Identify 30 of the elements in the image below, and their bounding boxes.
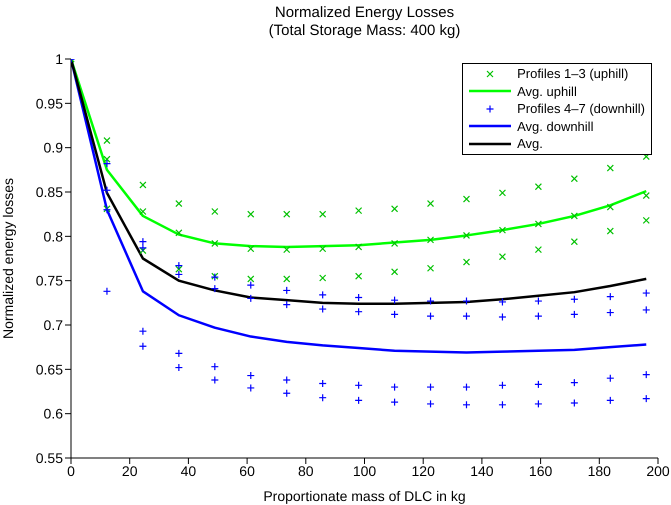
y-tick-label: 0.7	[44, 316, 64, 333]
chart-title: Normalized Energy Losses	[274, 4, 456, 22]
legend-label: Avg. uphill	[517, 84, 577, 99]
x-tick-label: 0	[67, 462, 76, 479]
y-axis-title: Normalized energy losses	[0, 178, 16, 340]
y-tick-label: 0.9	[44, 140, 64, 156]
x-tick-label: 160	[528, 462, 552, 479]
x-tick-label: 100	[352, 462, 376, 479]
y-tick-label: 0.95	[36, 95, 64, 112]
y-tick-label: 1	[55, 50, 64, 67]
legend-label: Profiles 1–3 (uphill)	[517, 66, 628, 82]
x-tick-label: 40	[180, 462, 196, 479]
y-tick-label: 0.75	[36, 272, 64, 289]
x-axis-title: Proportionate mass of DLC in kg	[263, 488, 466, 504]
y-tick-label: 0.8	[44, 228, 64, 244]
y-tick-label: 0.6	[44, 406, 64, 422]
x-tick-label: 180	[588, 462, 612, 479]
x-tick-label: 200	[646, 462, 670, 479]
y-tick-label: 0.85	[36, 184, 64, 200]
legend-label: Avg. downhill	[517, 118, 594, 134]
chart-subtitle: (Total Storage Mass: 400 kg)	[268, 22, 462, 40]
x-tick-label: 120	[412, 462, 436, 479]
x-tick-label: 80	[298, 462, 314, 479]
x-tick-label: 140	[470, 462, 494, 479]
y-tick-label: 0.65	[36, 361, 64, 378]
x-tick-label: 60	[239, 462, 256, 479]
legend-label: Profiles 4–7 (downhill)	[517, 101, 645, 116]
y-tick-label: 0.55	[36, 450, 64, 466]
legend-label: Avg.	[517, 136, 543, 152]
x-tick-label: 20	[122, 462, 138, 479]
